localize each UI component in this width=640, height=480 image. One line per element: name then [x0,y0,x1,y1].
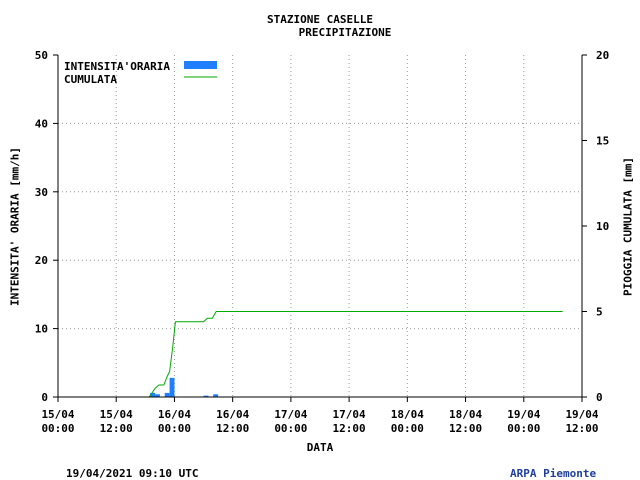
legend-label-cumulative: CUMULATA [64,73,117,86]
y-tick-label-left: 40 [35,117,48,130]
x-axis-label: DATA [306,441,334,454]
y-tick-label-left: 30 [35,186,48,199]
tick-labels: 010203040500510152015/0400:0015/0412:001… [35,49,610,435]
chart-title: STAZIONE CASELLE [267,13,373,26]
bar [164,392,170,397]
x-tick-label-time: 12:00 [216,422,249,435]
x-tick-label-date: 18/04 [449,408,482,421]
x-tick-label-time: 00:00 [158,422,191,435]
bar [169,377,175,397]
y-tick-label-left: 0 [41,391,48,404]
chart-subtitle: PRECIPITAZIONE [298,26,392,39]
cumulative-line [58,311,563,398]
x-tick-label-date: 19/04 [565,408,598,421]
x-tick-label-date: 18/04 [391,408,424,421]
line-series [58,311,563,398]
x-tick-label-time: 12:00 [565,422,598,435]
x-tick-label-date: 16/04 [216,408,249,421]
y-tick-label-right: 5 [596,306,603,319]
bar [155,394,160,397]
y-tick-label-right: 15 [596,135,609,148]
y-axis-left-label: INTENSITA' ORARIA [mm/h] [8,147,22,306]
grid-lines [58,55,582,397]
legend-swatch-intensity [184,61,217,69]
x-tick-label-time: 00:00 [391,422,424,435]
axes [53,54,587,402]
timestamp: 19/04/2021 09:10 UTC [66,467,199,480]
x-tick-label-date: 16/04 [158,408,191,421]
x-tick-label-time: 00:00 [507,422,540,435]
x-tick-label-date: 15/04 [41,408,74,421]
bar [203,395,209,397]
y-tick-label-left: 10 [35,323,48,336]
y-axis-right-label: PIOGGIA CUMULATA [mm] [621,156,635,297]
y-tick-label-left: 50 [35,49,48,62]
x-tick-label-time: 00:00 [41,422,74,435]
bar-series [150,377,219,397]
x-tick-label-date: 17/04 [274,408,307,421]
x-tick-label-time: 00:00 [274,422,307,435]
x-tick-label-time: 12:00 [449,422,482,435]
y-tick-label-left: 20 [35,254,48,267]
legend-label-intensity: INTENSITA'ORARIA [64,60,170,73]
x-tick-label-date: 17/04 [333,408,366,421]
y-tick-label-right: 20 [596,49,609,62]
brand-label: ARPA Piemonte [510,467,597,480]
x-tick-label-time: 12:00 [100,422,133,435]
bar [150,392,156,397]
x-tick-label-date: 19/04 [507,408,540,421]
bar [213,394,219,397]
y-tick-label-right: 10 [596,220,609,233]
y-tick-label-right: 0 [596,391,603,404]
x-tick-label-date: 15/04 [100,408,133,421]
x-tick-label-time: 12:00 [333,422,366,435]
